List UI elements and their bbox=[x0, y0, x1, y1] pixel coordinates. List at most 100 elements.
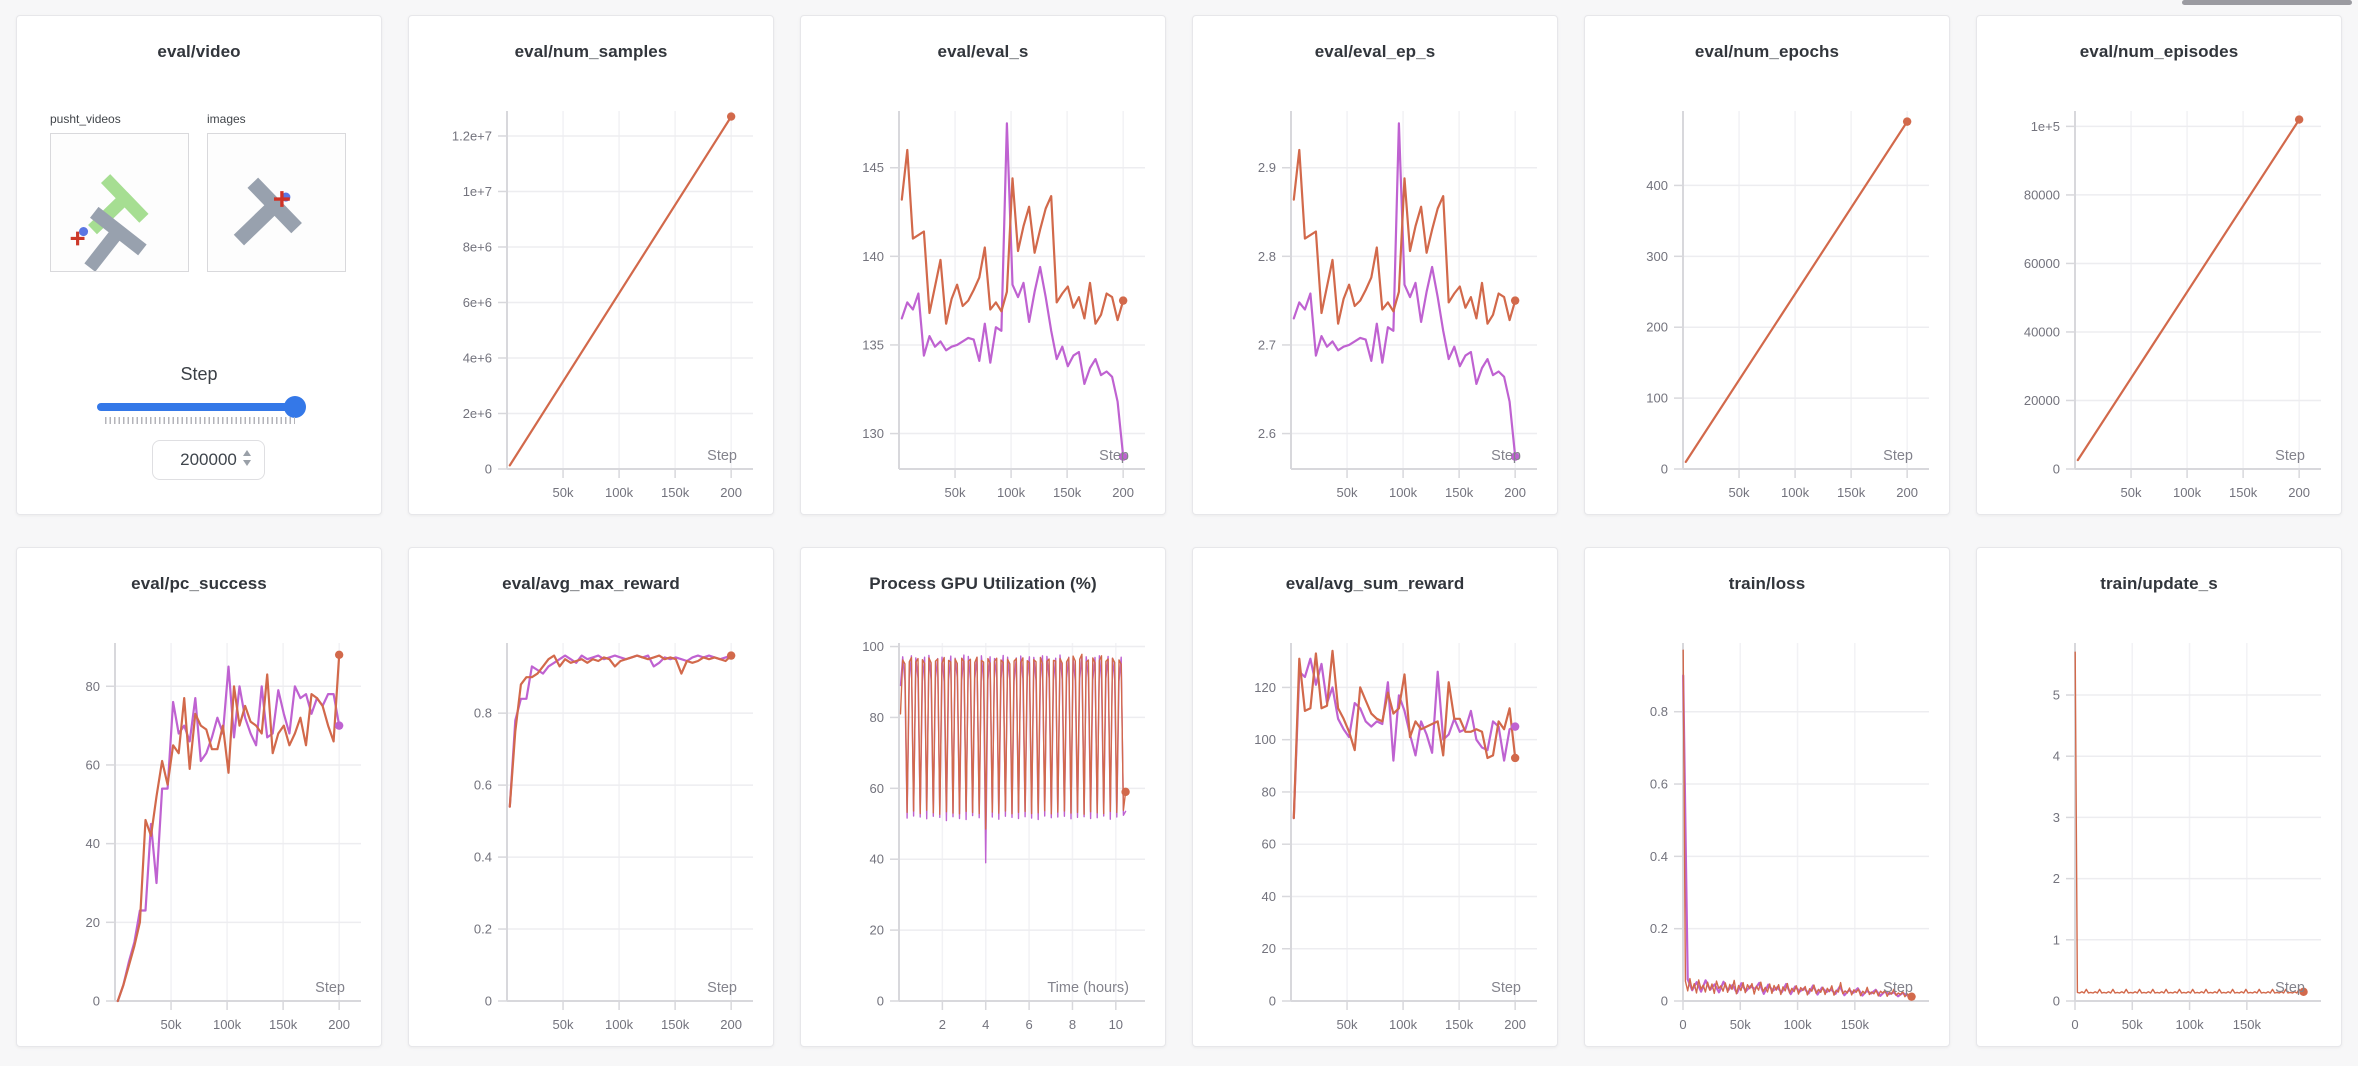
x-axis-label: Step bbox=[707, 448, 737, 464]
media-thumbnail-pusht-videos[interactable] bbox=[50, 133, 189, 272]
chart-plot-area[interactable]: 50k 100k 150k 200 0 2e+6 4e+6 6e+6 8e+6 1e+7 1.2e+… bbox=[409, 71, 773, 514]
series-line-orange bbox=[1292, 649, 1517, 820]
chart-svg: 50k 100k 150k 200 0 20 40 60 80 100 120 Step bbox=[1254, 643, 1537, 1032]
series-end-dot-orange bbox=[334, 650, 344, 660]
x-tick-label: 100k bbox=[605, 1017, 634, 1032]
chart-plot-area[interactable]: 50k 100k 150k 200 0 100 200 300 400 Step bbox=[1585, 71, 1949, 514]
y-tick-label: 135 bbox=[862, 337, 884, 352]
step-slider[interactable] bbox=[97, 396, 306, 418]
chart-plot-area[interactable]: 50k 100k 150k 200 2.6 2.7 2.8 2.9 Step bbox=[1193, 71, 1557, 514]
y-tick-label: 0 bbox=[2053, 462, 2060, 477]
x-tick-label: 200 bbox=[2288, 485, 2310, 500]
y-tick-label: 200 bbox=[1646, 320, 1668, 335]
x-tick-label: 2 bbox=[939, 1017, 946, 1032]
y-tick-label: 40000 bbox=[2024, 324, 2060, 339]
stepper-down-icon[interactable] bbox=[243, 460, 251, 466]
x-axis-label: Step bbox=[1883, 980, 1913, 996]
media-label-pusht-videos: pusht_videos bbox=[50, 112, 121, 126]
x-tick-label: 200 bbox=[720, 1017, 742, 1032]
chart-plot-area[interactable]: 2 4 6 8 10 0 20 40 60 80 100 Time (hours) bbox=[801, 603, 1165, 1046]
series-end-dot-orange bbox=[2294, 115, 2304, 124]
x-tick-label: 50k bbox=[553, 1017, 574, 1032]
chart-plot-area[interactable]: 50k 100k 150k 200 130 135 140 145 Step bbox=[801, 71, 1165, 514]
chart-plot-area[interactable]: 50k 100k 150k 200 0 20000 40000 60000 80000 1e+5 S… bbox=[1977, 71, 2341, 514]
y-tick-label: 0.4 bbox=[1650, 849, 1668, 864]
y-tick-label: 4e+6 bbox=[463, 350, 492, 365]
chart-title: eval/num_episodes bbox=[2079, 42, 2239, 61]
y-tick-label: 3 bbox=[2053, 810, 2060, 825]
series-end-dot-orange bbox=[2299, 987, 2308, 997]
step-input[interactable]: 200000 bbox=[152, 440, 265, 480]
panel-title: eval/video bbox=[157, 42, 241, 61]
x-tick-label: 50k bbox=[945, 485, 966, 500]
y-tick-label: 0.8 bbox=[474, 706, 492, 721]
y-tick-label: 2.7 bbox=[1258, 337, 1276, 352]
pusht-gray-t-shape bbox=[84, 206, 147, 271]
chart-plot-area[interactable]: 0 50k 100k 150k 0 0.2 0.4 0.6 0.8 Step bbox=[1585, 603, 1949, 1046]
x-axis-label: Step bbox=[1099, 448, 1129, 464]
y-tick-label: 20 bbox=[1262, 941, 1276, 956]
y-tick-label: 2e+6 bbox=[463, 406, 492, 421]
x-axis-label: Step bbox=[1883, 448, 1913, 464]
stepper-arrows[interactable] bbox=[243, 450, 251, 466]
y-tick-label: 80000 bbox=[2024, 187, 2060, 202]
y-tick-label: 8e+6 bbox=[463, 239, 492, 254]
series-line-purple bbox=[116, 665, 341, 1003]
step-slider-label: Step bbox=[180, 364, 218, 384]
chart-plot-area[interactable]: 50k 100k 150k 200 0 0.2 0.4 0.6 0.8 Step bbox=[409, 603, 773, 1046]
y-tick-label: 20 bbox=[86, 915, 100, 930]
chart-panel-eval-eval-s: eval/eval_s 50k 100k 150k 200 130 135 140 145 St… bbox=[800, 15, 1166, 515]
y-tick-label: 80 bbox=[870, 710, 884, 725]
chart-svg: 50k 100k 150k 200 2.6 2.7 2.8 2.9 Step bbox=[1258, 111, 1537, 500]
y-tick-label: 1.2e+7 bbox=[452, 128, 492, 143]
horizontal-scrollbar-thumb[interactable] bbox=[2182, 0, 2352, 5]
x-tick-label: 50k bbox=[2121, 485, 2142, 500]
chart-svg: 0 50k 100k 150k 0 0.2 0.4 0.6 0.8 Step bbox=[1650, 643, 1929, 1032]
series-line-orange bbox=[899, 653, 1127, 830]
chart-title: eval/num_epochs bbox=[1694, 42, 1840, 61]
media-thumbnail-images[interactable] bbox=[207, 133, 346, 272]
media-panel-eval-video: eval/video pusht_videos images bbox=[16, 15, 382, 515]
x-tick-label: 100k bbox=[1389, 1017, 1418, 1032]
x-tick-label: 100k bbox=[213, 1017, 242, 1032]
x-tick-label: 50k bbox=[161, 1017, 182, 1032]
chart-plot-area[interactable]: 50k 100k 150k 200 0 20 40 60 80 Step bbox=[17, 603, 381, 1046]
series-line-orange bbox=[508, 115, 733, 467]
chart-panel-eval-pc-success: eval/pc_success 50k 100k 150k 200 0 20 40 60 80 S… bbox=[16, 547, 382, 1047]
x-tick-label: 200 bbox=[1504, 485, 1526, 500]
x-tick-label: 0 bbox=[1679, 1017, 1686, 1032]
x-tick-label: 150k bbox=[1053, 485, 1082, 500]
y-tick-label: 0 bbox=[93, 994, 100, 1009]
y-tick-label: 0.2 bbox=[474, 922, 492, 937]
series-line-orange bbox=[2074, 651, 2305, 994]
y-tick-label: 2.8 bbox=[1258, 249, 1276, 264]
chart-title: eval/pc_success bbox=[131, 574, 267, 593]
chart-panel-eval-num-samples: eval/num_samples 50k 100k 150k 200 0 2e+6 4e+6… bbox=[408, 15, 774, 515]
y-tick-label: 0 bbox=[877, 994, 884, 1009]
x-tick-label: 50k bbox=[1729, 485, 1750, 500]
media-label-images: images bbox=[207, 112, 246, 126]
chart-panel-gpu-utilization: Process GPU Utilization (%) 2 4 6 8 10 0 20 40 6… bbox=[800, 547, 1166, 1047]
x-tick-label: 50k bbox=[1730, 1017, 1751, 1032]
x-tick-label: 50k bbox=[1337, 1017, 1358, 1032]
x-axis-label: Step bbox=[707, 980, 737, 996]
x-tick-label: 50k bbox=[2122, 1017, 2143, 1032]
chart-svg: 50k 100k 150k 200 0 20000 40000 60000 80000 1e+5 S… bbox=[2024, 111, 2321, 500]
series-end-dot-orange bbox=[1907, 992, 1916, 1001]
step-slider-thumb[interactable] bbox=[284, 396, 306, 418]
step-input-value: 200000 bbox=[180, 450, 237, 469]
y-tick-label: 40 bbox=[870, 852, 884, 867]
goal-cross-icon bbox=[274, 191, 290, 207]
chart-plot-area[interactable]: 50k 100k 150k 200 0 20 40 60 80 100 120 Step bbox=[1193, 603, 1557, 1046]
series-line-purple bbox=[1292, 122, 1517, 458]
goal-cross-icon bbox=[70, 231, 85, 246]
series-end-dot-orange bbox=[726, 112, 736, 121]
y-tick-label: 100 bbox=[862, 639, 884, 654]
stepper-up-icon[interactable] bbox=[243, 450, 251, 456]
series-end-dot-purple bbox=[1510, 722, 1520, 731]
series-line-orange bbox=[2076, 118, 2301, 462]
chart-svg: 50k 100k 150k 200 0 20 40 60 80 Step bbox=[86, 643, 361, 1032]
chart-plot-area[interactable]: 0 50k 100k 150k 0 1 2 3 4 5 Step bbox=[1977, 603, 2341, 1046]
y-tick-label: 60 bbox=[1262, 837, 1276, 852]
y-tick-label: 60 bbox=[870, 781, 884, 796]
